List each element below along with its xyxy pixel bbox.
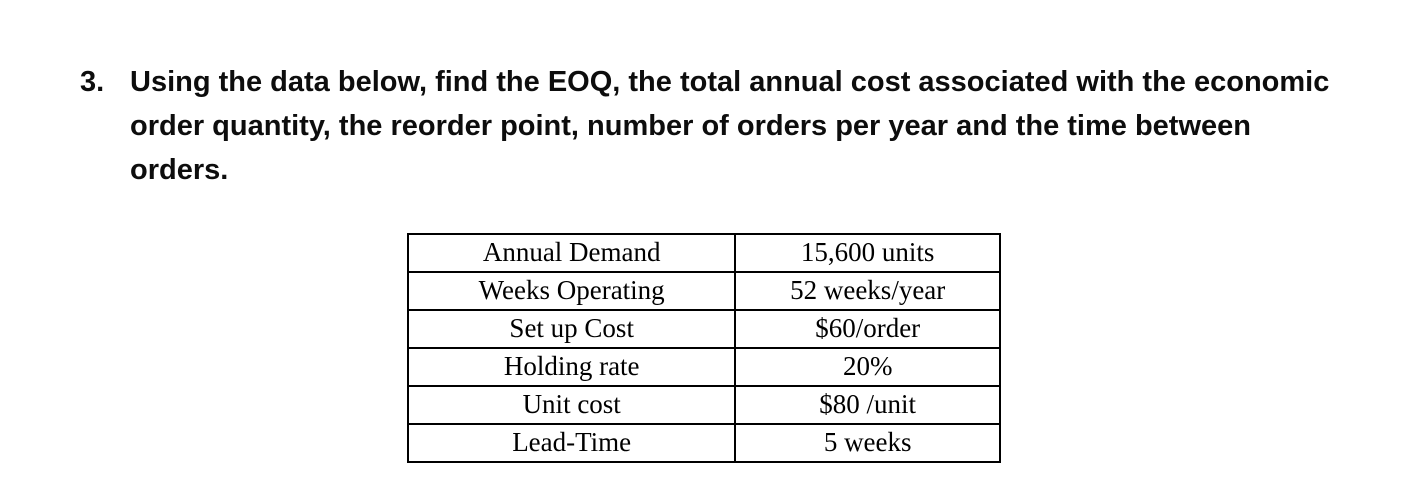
eoq-data-table-body: Annual Demand 15,600 units Weeks Operati… [406, 233, 1001, 463]
table-row: Set up Cost $60/order [406, 309, 1001, 349]
table-row: Annual Demand 15,600 units [406, 233, 1001, 273]
table-row-value: $80 /unit [734, 385, 1001, 425]
table-row: Weeks Operating 52 weeks/year [406, 271, 1001, 311]
table-row-value: 5 weeks [734, 423, 1001, 463]
table-row: Lead-Time 5 weeks [406, 423, 1001, 463]
table-row-value: $60/order [734, 309, 1001, 349]
table-row-value: 20% [734, 347, 1001, 387]
table-row-label: Holding rate [406, 347, 737, 387]
table-row: Holding rate 20% [406, 347, 1001, 387]
table-row-label: Annual Demand [406, 233, 737, 273]
question-number: 3. [80, 66, 105, 98]
question-text: Using the data below, find the EOQ, the … [130, 66, 1330, 186]
table-row-label: Unit cost [406, 385, 737, 425]
table-row-label: Set up Cost [406, 309, 737, 349]
table-row-label: Lead-Time [406, 423, 737, 463]
table-row-value: 52 weeks/year [734, 271, 1001, 311]
question-block: 3. Using the data below, find the EOQ, t… [0, 0, 1408, 192]
table-row-value: 15,600 units [734, 233, 1001, 273]
table-row: Unit cost $80 /unit [406, 385, 1001, 425]
eoq-data-table: Annual Demand 15,600 units Weeks Operati… [406, 233, 1001, 463]
table-row-label: Weeks Operating [406, 271, 737, 311]
